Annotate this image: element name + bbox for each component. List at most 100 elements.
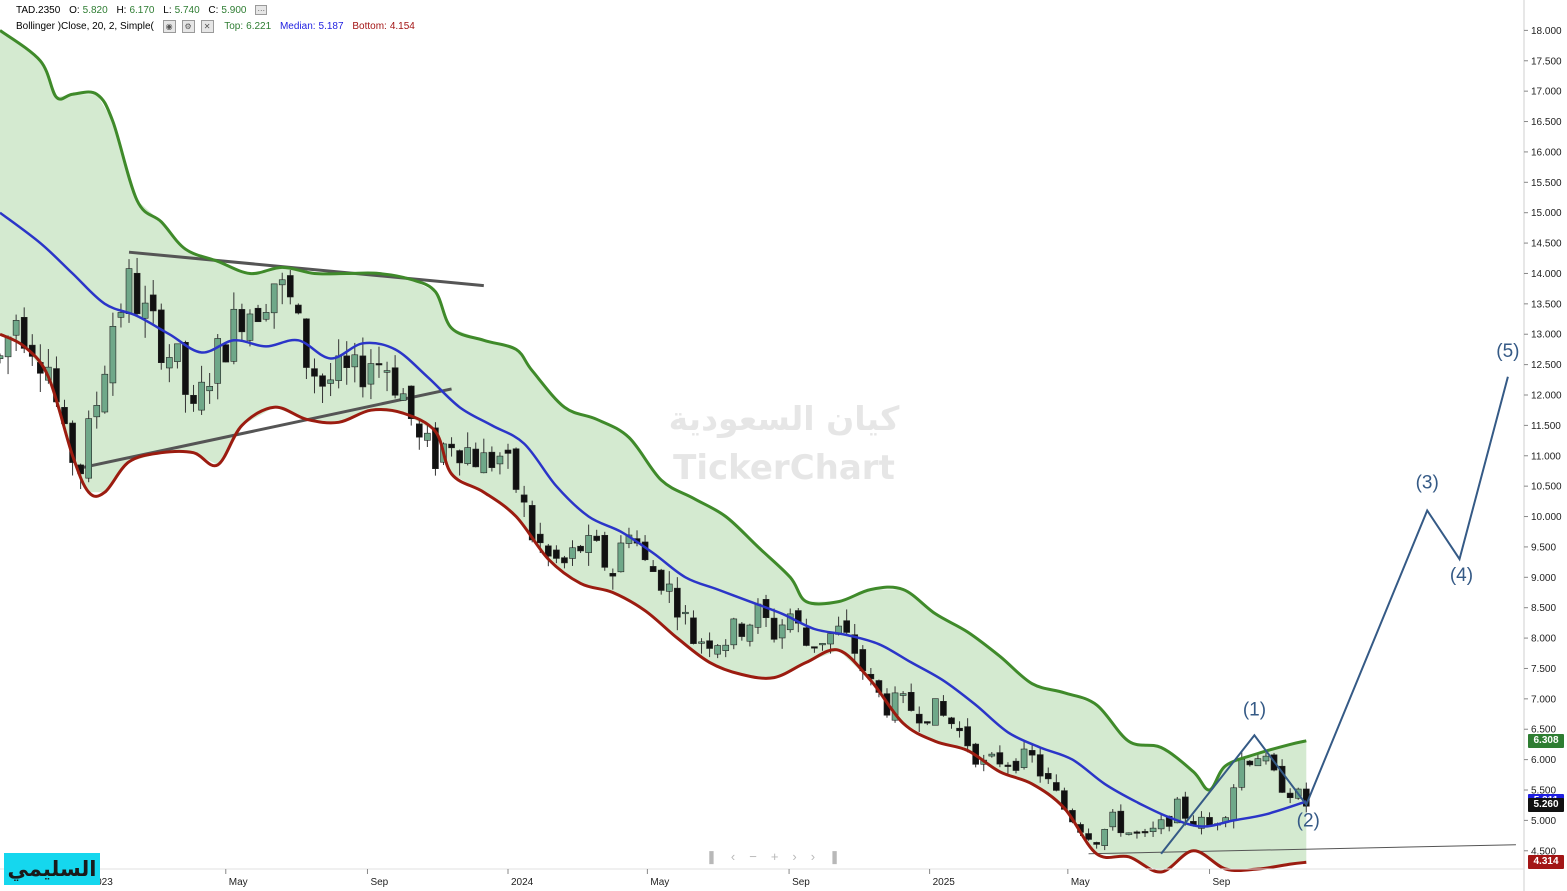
candle	[407, 385, 415, 426]
candle-body	[738, 623, 746, 637]
candle-body	[149, 294, 157, 312]
candle-body	[383, 370, 391, 373]
watermark-latin: TickerChart	[673, 448, 895, 488]
nav-first-icon[interactable]: ❚‹	[706, 849, 750, 864]
candle-body	[262, 312, 270, 320]
time-tick-label: May	[229, 877, 248, 888]
candle-body	[1173, 798, 1181, 824]
candle	[190, 384, 197, 412]
candle	[924, 721, 931, 726]
wave-label: (4)	[1450, 565, 1473, 586]
close-icon[interactable]: ✕	[200, 20, 214, 33]
candle	[649, 560, 657, 572]
nav-zoom-out-icon[interactable]: −	[749, 849, 771, 864]
candle-body	[690, 617, 697, 644]
candle	[948, 716, 955, 729]
close-value: 5.900	[221, 5, 247, 16]
candle-body	[996, 752, 1004, 765]
candle	[359, 337, 367, 398]
candle	[222, 343, 230, 363]
candle-body	[561, 557, 568, 564]
wave-label: (2)	[1297, 811, 1320, 832]
price-tick-label: 16.500	[1531, 117, 1562, 128]
upper-band-price-tag: 6.308	[1528, 734, 1564, 748]
candle-body	[948, 717, 955, 725]
candle	[230, 292, 238, 365]
candle-body	[682, 611, 689, 615]
nav-last-icon[interactable]: ›❚	[810, 849, 854, 864]
candle-body	[1028, 750, 1036, 756]
time-axis[interactable]: 2023 May Sep 2024 May Sep 2025 May Sep	[87, 869, 1231, 888]
candle	[569, 540, 576, 566]
price-axis[interactable]: 4.500 5.000 5.500 6.000 6.500 7.000 7.500 8.000…	[1524, 26, 1562, 857]
candle-body	[851, 634, 859, 654]
close-key: C:	[208, 5, 219, 16]
candle-body	[1278, 765, 1286, 793]
candle-body	[932, 698, 939, 726]
lower-band-price-tag: 4.314	[1528, 855, 1564, 869]
price-tick-label: 8.500	[1531, 603, 1556, 614]
candle-body	[125, 268, 133, 314]
candle-body	[1238, 758, 1246, 788]
candle	[561, 555, 568, 569]
candle	[891, 686, 899, 723]
watermark-arabic: كيان السعودية	[669, 399, 900, 439]
candle-body	[609, 573, 617, 577]
candle	[1198, 811, 1205, 835]
candle-body	[714, 645, 721, 655]
candle	[262, 303, 270, 322]
candle	[956, 721, 963, 738]
candle	[1254, 753, 1262, 767]
candle	[593, 529, 600, 542]
candle	[617, 535, 625, 573]
candle	[182, 340, 189, 413]
wave-label: (1)	[1243, 699, 1266, 720]
candle-body	[286, 275, 294, 298]
candle-body	[117, 312, 125, 318]
candle	[141, 285, 149, 338]
candle-body	[206, 386, 213, 392]
candle-body	[553, 549, 560, 559]
candle-body	[1020, 748, 1028, 768]
candle-body	[432, 427, 439, 469]
candle	[819, 642, 826, 651]
candle	[665, 571, 673, 604]
candle-body	[601, 534, 609, 568]
candle-body	[1093, 842, 1100, 845]
settings-gear-icon[interactable]: ⚙	[181, 20, 195, 33]
price-tick-label: 15.500	[1531, 178, 1562, 189]
candle-body	[295, 304, 302, 314]
candle-body	[1012, 760, 1020, 771]
candle	[1053, 774, 1060, 792]
candle-body	[819, 643, 826, 646]
more-icon[interactable]: …	[255, 4, 268, 16]
candle-body	[464, 447, 471, 464]
candle	[730, 617, 738, 650]
candle-body	[786, 613, 794, 631]
candle-body	[770, 617, 778, 640]
visibility-icon[interactable]: ◉	[162, 20, 176, 33]
time-tick-label: 2024	[511, 877, 534, 888]
candle-body	[246, 313, 254, 341]
candle	[278, 272, 286, 305]
candle	[1028, 745, 1036, 763]
nav-next-icon[interactable]: ›	[792, 849, 811, 864]
candle	[504, 443, 512, 469]
candle-body	[964, 726, 971, 747]
candle-body	[657, 569, 665, 591]
candle	[1262, 752, 1270, 765]
time-tick-label: Sep	[1213, 877, 1231, 888]
candle-body	[343, 355, 351, 368]
candle	[488, 446, 496, 472]
candle	[940, 695, 947, 717]
candle-body	[311, 368, 318, 377]
price-tick-label: 12.500	[1531, 360, 1562, 371]
wave-label: (3)	[1416, 472, 1439, 493]
price-tick-label: 15.000	[1531, 208, 1562, 219]
candle	[770, 608, 778, 643]
candle-body	[85, 418, 92, 479]
nav-zoom-in-icon[interactable]: +	[770, 849, 793, 864]
top-value: 6.221	[246, 21, 272, 33]
candle	[520, 485, 528, 518]
